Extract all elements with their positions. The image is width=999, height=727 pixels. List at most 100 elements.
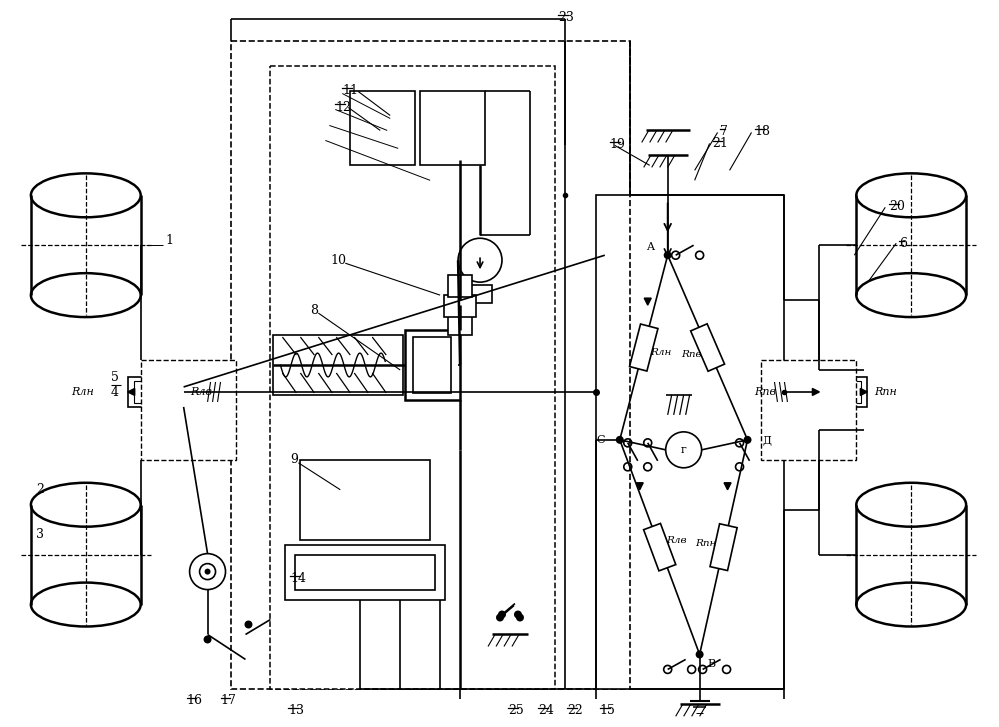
Polygon shape [710, 523, 737, 571]
Text: Rлв: Rлв [191, 387, 213, 397]
Circle shape [245, 621, 253, 629]
Circle shape [695, 651, 703, 659]
Circle shape [513, 611, 521, 619]
Circle shape [687, 665, 695, 673]
Bar [160, 381, 178, 403]
Circle shape [205, 569, 211, 574]
Text: г: г [680, 445, 686, 455]
Circle shape [643, 463, 651, 471]
Text: 19: 19 [609, 138, 625, 151]
Polygon shape [812, 388, 819, 395]
Text: Д: Д [762, 435, 771, 445]
Bar [134, 381, 152, 403]
Circle shape [695, 252, 703, 260]
Bar [449, 275, 473, 297]
Text: 8: 8 [311, 304, 319, 316]
Bar [141, 360, 236, 459]
Circle shape [663, 665, 671, 673]
Circle shape [190, 554, 226, 590]
Text: Rпн: Rпн [874, 387, 897, 397]
Polygon shape [128, 388, 135, 395]
Bar [469, 285, 493, 303]
Text: Rлн: Rлн [71, 387, 94, 397]
Polygon shape [644, 298, 651, 305]
Text: 18: 18 [754, 126, 770, 138]
Text: 6: 6 [899, 237, 907, 250]
Polygon shape [690, 324, 724, 371]
Polygon shape [636, 483, 643, 490]
Circle shape [671, 252, 679, 260]
Bar [445, 295, 477, 317]
Text: 5: 5 [111, 371, 119, 385]
Polygon shape [643, 523, 675, 571]
Circle shape [499, 611, 505, 619]
Bar [271, 65, 554, 689]
Circle shape [743, 436, 751, 444]
Text: 4: 4 [111, 387, 119, 399]
Circle shape [515, 614, 523, 622]
Text: 24: 24 [537, 704, 553, 718]
Bar [274, 335, 404, 395]
Circle shape [735, 439, 743, 447]
Text: 9: 9 [291, 454, 299, 466]
Text: 22: 22 [566, 704, 582, 718]
Ellipse shape [856, 273, 966, 317]
Text: 11: 11 [343, 84, 359, 97]
Bar [231, 41, 629, 689]
Text: 14: 14 [291, 571, 307, 585]
Ellipse shape [856, 582, 966, 627]
Text: 1: 1 [166, 234, 174, 246]
Bar [286, 545, 446, 600]
Text: A: A [645, 242, 653, 252]
Circle shape [663, 252, 671, 260]
Circle shape [204, 635, 212, 643]
Circle shape [643, 439, 651, 447]
Polygon shape [860, 388, 867, 395]
Circle shape [623, 439, 631, 447]
Circle shape [735, 463, 743, 471]
Polygon shape [177, 388, 184, 395]
Text: 13: 13 [289, 704, 305, 718]
Bar [761, 360, 856, 459]
Text: 7: 7 [719, 126, 727, 138]
Ellipse shape [856, 173, 966, 217]
Text: 15: 15 [599, 704, 615, 718]
Bar [817, 381, 835, 403]
Circle shape [722, 665, 730, 673]
Circle shape [497, 614, 503, 622]
Bar [296, 555, 436, 590]
Bar [406, 330, 461, 400]
Text: Rпн: Rпн [695, 539, 716, 547]
Text: 10: 10 [331, 254, 347, 267]
Text: 20: 20 [889, 201, 905, 213]
Text: 21: 21 [712, 137, 728, 150]
Circle shape [665, 432, 701, 467]
Polygon shape [724, 483, 731, 490]
Ellipse shape [31, 582, 141, 627]
Circle shape [623, 463, 631, 471]
Bar [301, 459, 431, 539]
Bar [595, 196, 784, 689]
Ellipse shape [31, 483, 141, 526]
Polygon shape [629, 324, 658, 371]
Text: 12: 12 [336, 100, 352, 113]
Text: Rлн: Rлн [650, 348, 671, 356]
Text: 23: 23 [557, 11, 573, 24]
Circle shape [698, 665, 706, 673]
Bar [351, 91, 416, 165]
Polygon shape [811, 388, 818, 395]
Bar [449, 315, 473, 335]
Text: 2: 2 [36, 483, 44, 497]
Text: Rлв: Rлв [666, 537, 686, 545]
Circle shape [200, 563, 216, 579]
Ellipse shape [856, 483, 966, 526]
Bar [811, 377, 867, 407]
Ellipse shape [31, 173, 141, 217]
Text: Rпв: Rпв [754, 387, 776, 397]
Text: 25: 25 [507, 704, 523, 718]
Circle shape [615, 436, 623, 444]
Bar [421, 91, 486, 165]
Bar [128, 377, 184, 407]
Ellipse shape [31, 273, 141, 317]
Text: Rпв: Rпв [681, 350, 701, 359]
